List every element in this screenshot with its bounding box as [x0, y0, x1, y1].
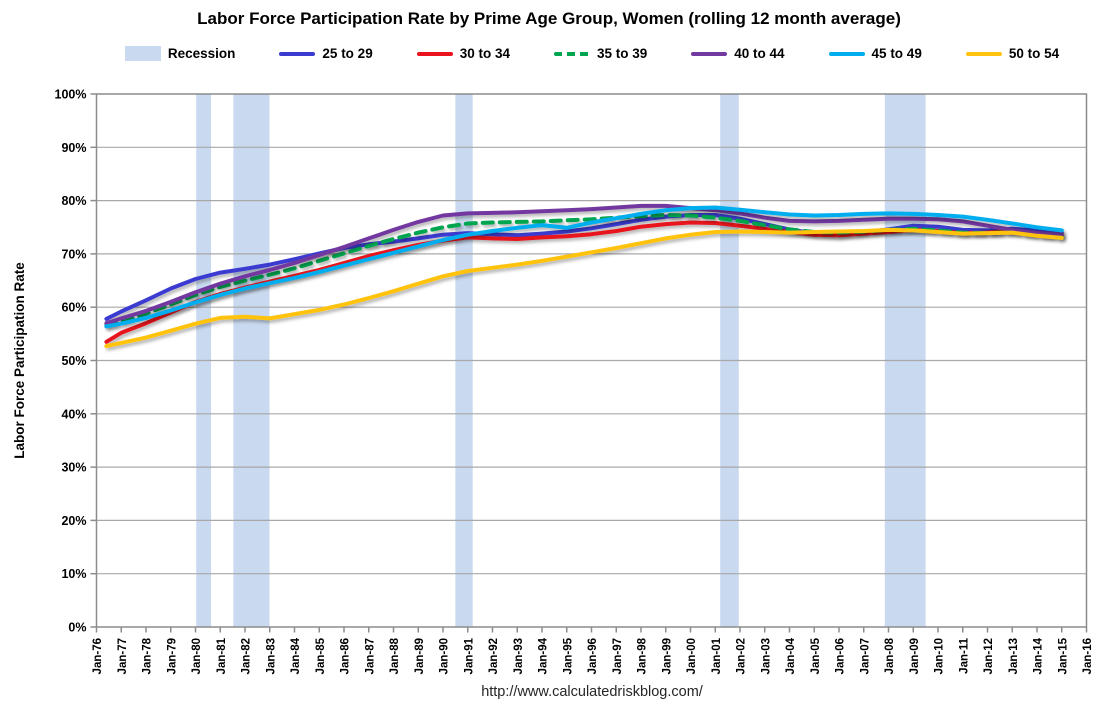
y-tick-label: 40%: [61, 407, 86, 421]
x-tick-label: Jan-07: [859, 638, 871, 674]
legend-label: 50 to 54: [1008, 46, 1060, 61]
x-tick-label: Jan-11: [958, 637, 970, 673]
legend-item-35-to-39: 35 to 39: [553, 46, 648, 61]
chart-title: Labor Force Participation Rate by Prime …: [197, 9, 901, 28]
x-tick-label: Jan-92: [488, 638, 500, 674]
y-tick-label: 30%: [61, 461, 86, 475]
x-tick-label: Jan-15: [1057, 637, 1069, 674]
series-line-40-to-44: [104, 203, 1064, 326]
x-tick-label: Jan-95: [562, 637, 574, 674]
x-tick-label: Jan-86: [340, 638, 352, 674]
x-tick-label: Jan-97: [612, 638, 624, 674]
y-tick-label: 90%: [61, 141, 86, 155]
legend-label: 25 to 29: [322, 46, 373, 61]
legend-line-swatch: [828, 51, 865, 56]
x-tick-label: Jan-16: [1082, 638, 1094, 674]
x-tick-label: Jan-88: [389, 637, 401, 674]
legend-line-swatch: [279, 51, 316, 56]
legend-label: 45 to 49: [871, 46, 922, 61]
legend-label: 30 to 34: [459, 46, 510, 61]
x-tick-label: Jan-78: [142, 637, 154, 674]
legend-item-25-to-29: 25 to 29: [279, 46, 373, 61]
x-tick-label: Jan-06: [835, 638, 847, 674]
x-tick-label: Jan-81: [216, 637, 228, 674]
x-tick-label: Jan-14: [1033, 637, 1045, 674]
legend-band-swatch: [124, 46, 161, 61]
x-tick-label: Jan-05: [810, 637, 822, 674]
x-tick-label: Jan-98: [637, 637, 649, 674]
y-tick-label: 20%: [61, 514, 86, 528]
y-tick-label: 0%: [68, 621, 86, 635]
legend-line-swatch: [553, 51, 590, 56]
legend-item-recession: Recession: [124, 46, 236, 61]
legend-item-45-to-49: 45 to 49: [828, 46, 922, 61]
y-tick-label: 80%: [61, 194, 86, 208]
y-tick-label: 10%: [61, 567, 86, 581]
legend-line-swatch: [965, 51, 1002, 56]
x-tick-label: Jan-12: [983, 638, 995, 674]
y-tick-label: 100%: [55, 88, 87, 102]
x-tick-label: Jan-83: [265, 638, 277, 674]
x-tick-label: Jan-89: [414, 638, 426, 674]
chart-legend: Recession 25 to 29 30 to 34 35 to 39 40 to 4…: [96, 46, 1088, 61]
x-tick-label: Jan-10: [934, 638, 946, 674]
legend-label: Recession: [167, 46, 236, 61]
legend-item-30-to-34: 30 to 34: [416, 46, 510, 61]
x-tick-label: Jan-77: [117, 638, 129, 674]
x-tick-label: Jan-93: [513, 638, 525, 674]
series-line-50-to-54: [104, 227, 1064, 349]
x-tick-label: Jan-09: [909, 638, 921, 674]
x-tick-label: Jan-03: [760, 638, 772, 674]
footer-url: http://www.calculatedriskblog.com/: [481, 684, 703, 700]
x-tick-label: Jan-99: [661, 638, 673, 674]
x-tick-label: Jan-85: [315, 637, 327, 674]
x-tick-label: Jan-91: [463, 637, 475, 674]
x-tick-label: Jan-96: [587, 638, 599, 674]
x-tick-label: Jan-80: [191, 638, 203, 674]
x-tick-label: Jan-00: [686, 638, 698, 674]
legend-line-swatch: [691, 51, 728, 56]
legend-label: 40 to 44: [734, 46, 785, 61]
x-tick-label: Jan-02: [736, 638, 748, 674]
x-tick-label: Jan-87: [364, 638, 376, 674]
x-tick-label: Jan-01: [711, 637, 723, 674]
x-tick-label: Jan-76: [92, 638, 104, 674]
x-tick-label: Jan-08: [884, 637, 896, 674]
x-tick-label: Jan-13: [1008, 638, 1020, 674]
legend-label: 35 to 39: [596, 46, 648, 61]
y-tick-label: 50%: [61, 354, 86, 368]
x-tick-label: Jan-82: [241, 638, 253, 674]
series-line-25-to-29: [104, 213, 1064, 321]
y-tick-label: 60%: [61, 301, 86, 315]
legend-item-40-to-44: 40 to 44: [691, 46, 785, 61]
x-tick-label: Jan-84: [290, 637, 302, 674]
legend-item-50-to-54: 50 to 54: [965, 46, 1060, 61]
x-tick-label: Jan-90: [439, 638, 451, 674]
legend-line-swatch: [416, 51, 453, 56]
y-tick-label: 70%: [61, 247, 86, 261]
x-tick-label: Jan-94: [538, 637, 550, 674]
x-tick-label: Jan-04: [785, 637, 797, 674]
x-tick-label: Jan-79: [166, 638, 178, 674]
series-line-45-to-49: [104, 205, 1064, 329]
y-axis-title: Labor Force Participation Rate: [12, 262, 27, 459]
